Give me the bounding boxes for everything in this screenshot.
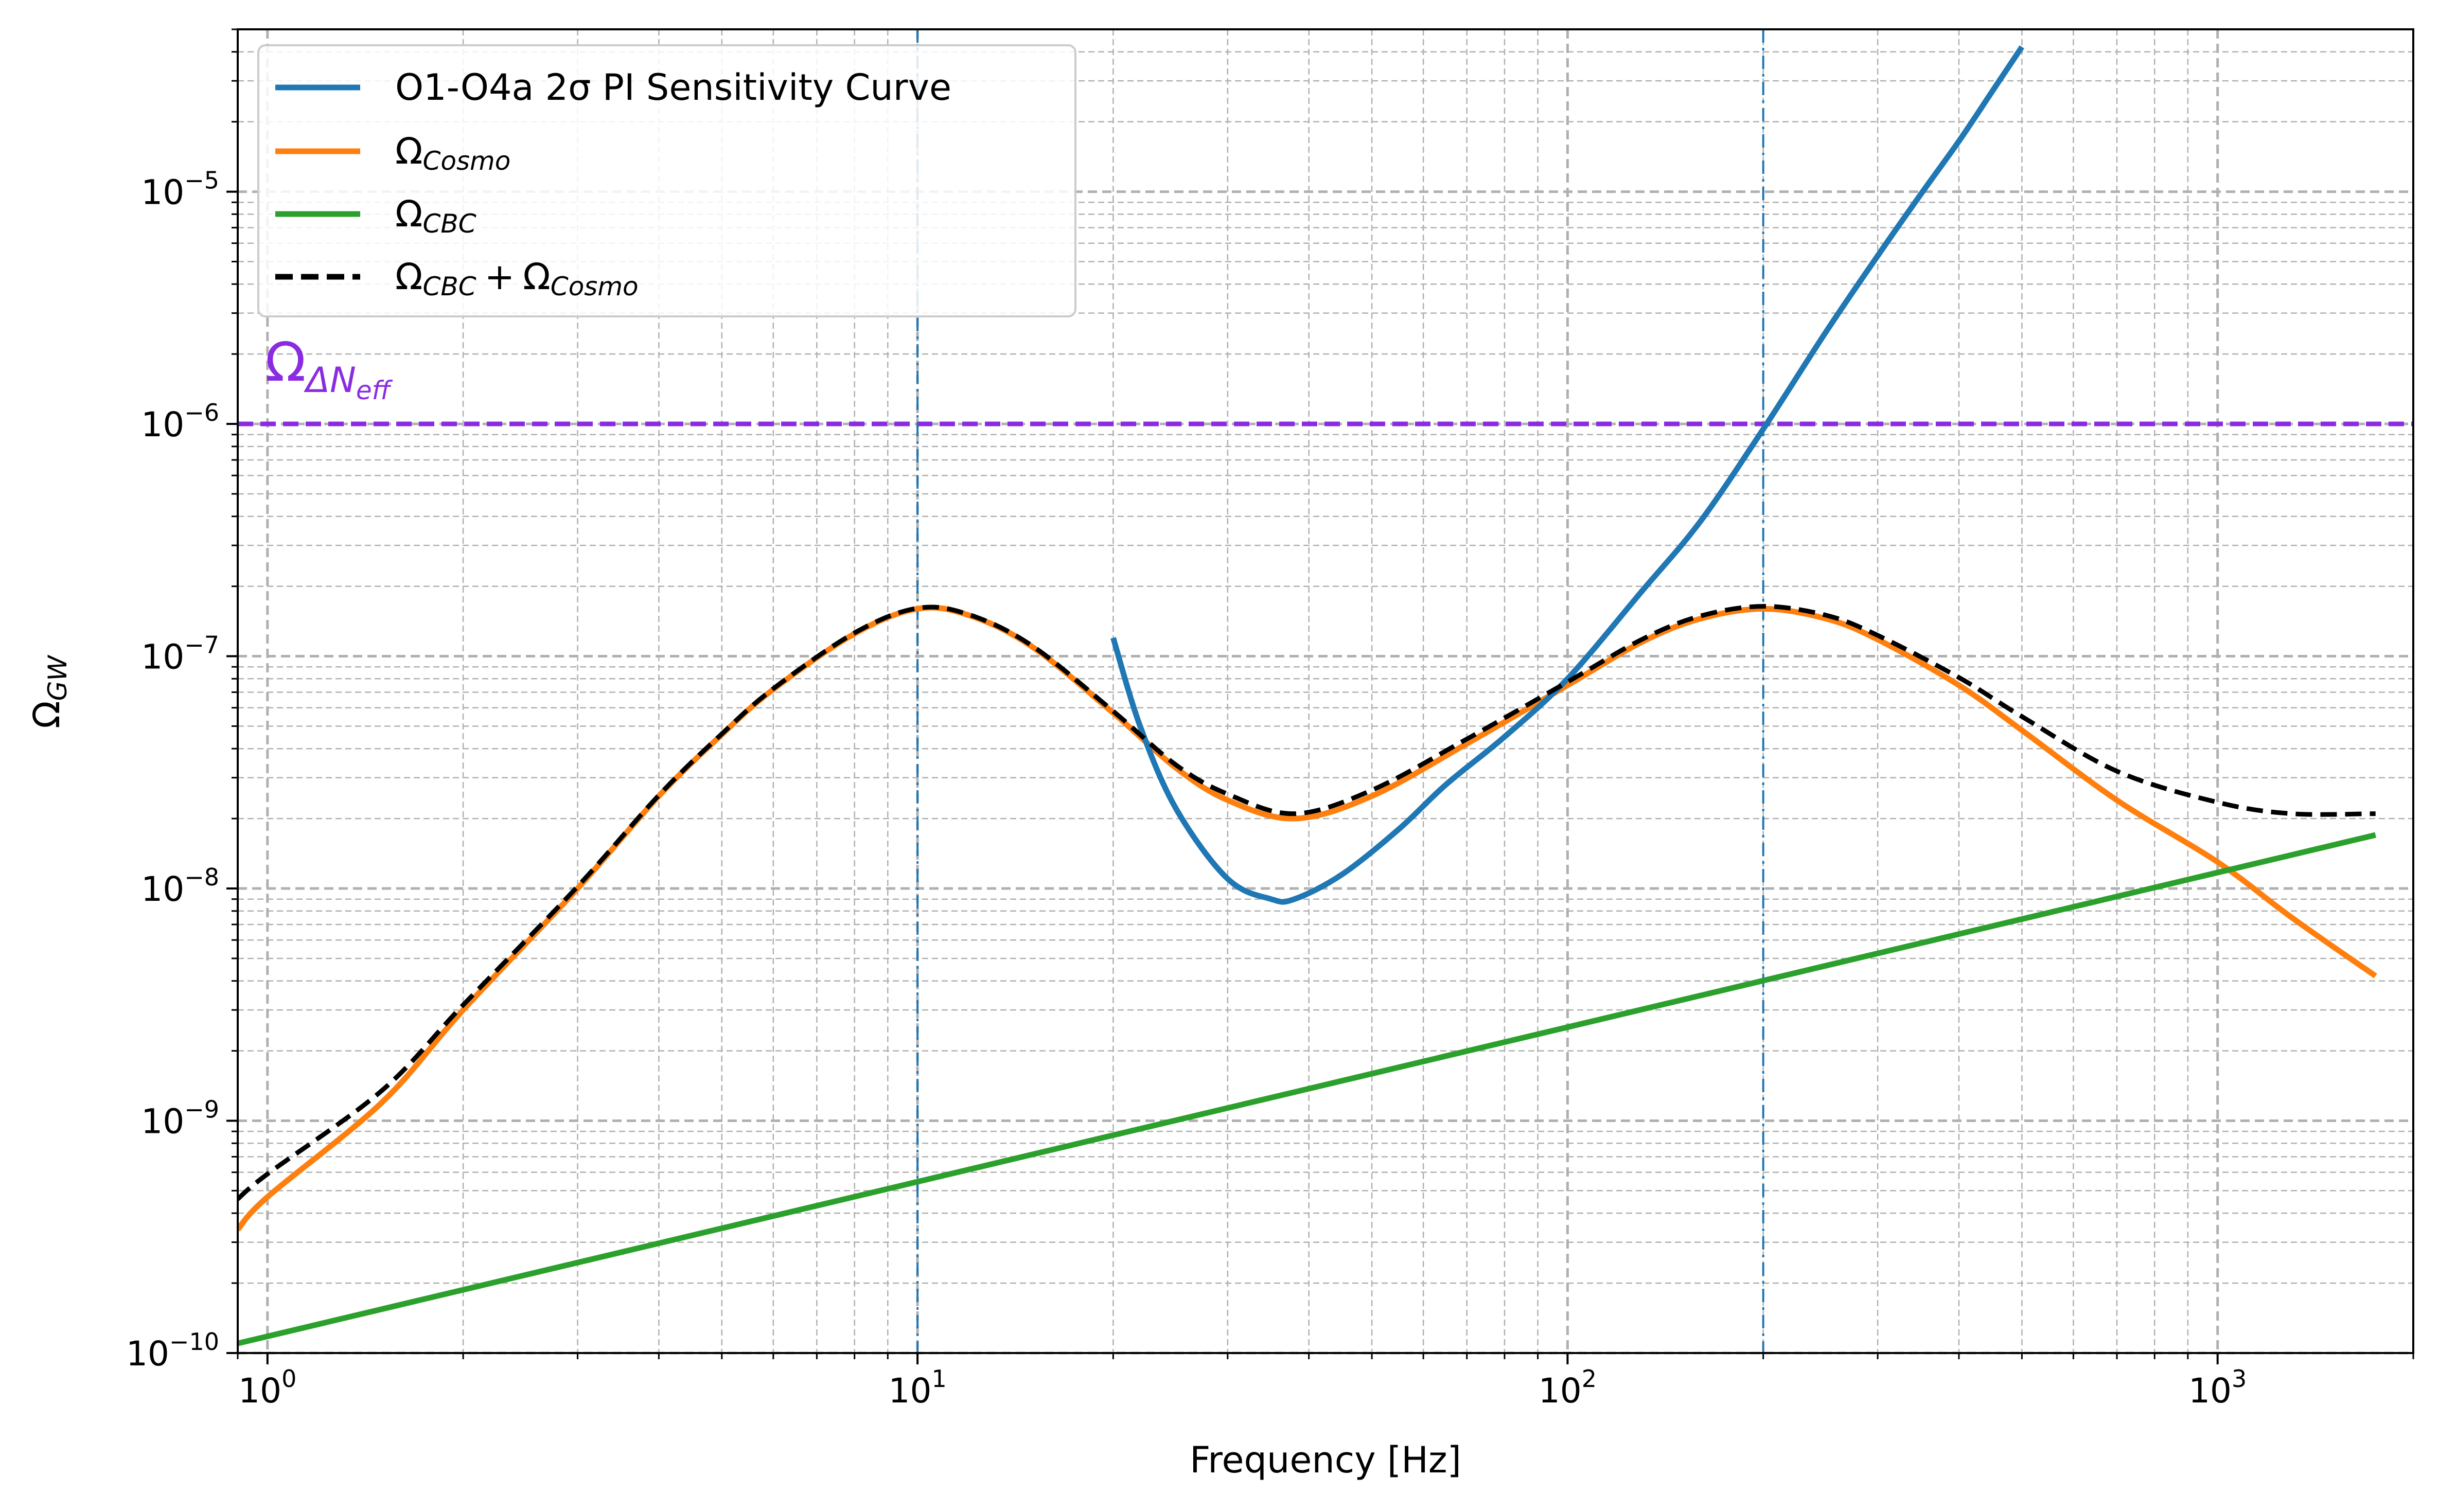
legend-label-cosmo: ΩCosmo	[395, 130, 510, 176]
x-tick-label: 102	[1539, 1365, 1597, 1411]
x-tick-label: 100	[238, 1365, 296, 1411]
legend-box	[257, 44, 1076, 317]
plot-frame	[237, 28, 2414, 1354]
y-tick-label: 10−6	[141, 399, 219, 444]
legend: O1-O4a 2σ PI Sensitivity Curve ΩCosmo ΩC…	[257, 44, 1076, 317]
y-tick-label: 10−10	[126, 1328, 219, 1374]
tick-labels: 100 101 102 103 10−10 10−9 10−8 10−7 10−6 10−5	[126, 167, 2247, 1411]
y-tick-label: 10−8	[141, 863, 219, 909]
legend-label-sensitivity: O1-O4a 2σ PI Sensitivity Curve	[395, 66, 951, 109]
legend-label-sum: ΩCBC + ΩCosmo	[395, 256, 639, 301]
cbc-plus-cosmo-curve	[238, 603, 2376, 1201]
y-tick-label: 10−7	[141, 631, 219, 677]
legend-label-cbc: ΩCBC	[395, 193, 476, 239]
y-tick-label: 10−9	[141, 1096, 219, 1142]
sensitivity-curve	[1110, 45, 2024, 905]
delta-neff-label: ΩΔNeff	[265, 331, 393, 405]
minor-grid	[237, 28, 2414, 1353]
x-tick-label: 103	[2188, 1365, 2247, 1411]
x-tick-label: 101	[888, 1365, 946, 1411]
cbc-curve	[238, 832, 2376, 1346]
data-series	[238, 45, 2377, 1346]
axis-ticks	[226, 28, 2414, 1364]
y-axis-label: ΩGW	[26, 655, 73, 728]
x-axis-label: Frequency [Hz]	[1190, 1439, 1461, 1481]
y-tick-label: 10−5	[141, 167, 219, 212]
